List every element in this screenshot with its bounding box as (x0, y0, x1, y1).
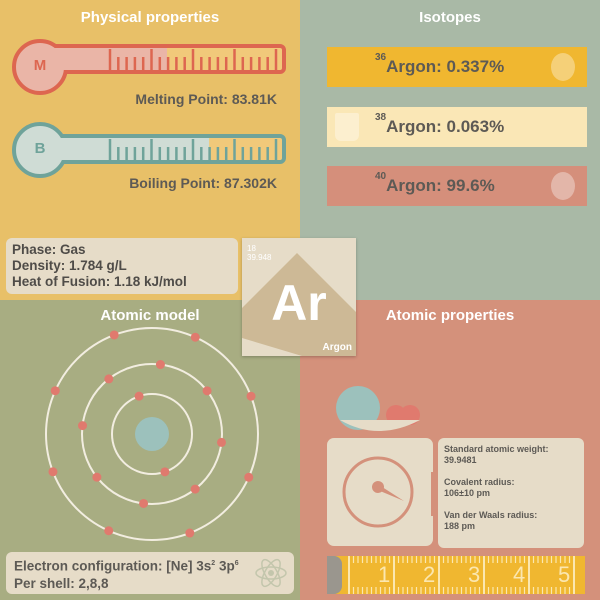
electron (104, 526, 114, 536)
tape-measure: 1 2 3 4 5 (327, 556, 585, 594)
element-symbol: Ar (271, 275, 327, 331)
electron (48, 467, 58, 477)
vdw-label: Van der Waals radius: (444, 510, 538, 520)
isotope-40: 40Argon: 99.6% (327, 166, 587, 206)
isotope-38: 38Argon: 0.063% (327, 107, 587, 147)
atomic-number: 18 (247, 244, 256, 253)
melting-letter: M (33, 57, 47, 74)
boiling-thermometer (12, 122, 286, 178)
density: Density: 1.784 g/L (12, 258, 127, 273)
electron-config-card: Electron configuration: [Ne] 3s2 3p6 Per… (6, 552, 294, 594)
electron (190, 332, 200, 342)
weight-value: 39.9481 (444, 455, 477, 465)
atom-diagram (45, 327, 259, 541)
covalent-label: Covalent radius: (444, 477, 515, 487)
physical-info-card: Phase: Gas Density: 1.784 g/L Heat of Fu… (6, 238, 238, 294)
per-shell: Per shell: 2,8,8 (14, 575, 109, 591)
electron (109, 330, 119, 340)
isotopes-title: Isotopes (419, 9, 481, 26)
ruler-number: 1 (378, 562, 391, 587)
atomic-properties-card: Standard atomic weight: 39.9481 Covalent… (438, 438, 584, 548)
element-tile: 18 39.948 Ar Argon (242, 238, 356, 356)
electron (139, 498, 149, 508)
thermometers (12, 39, 286, 178)
boiling-letter: B (34, 140, 46, 157)
electron (50, 386, 60, 396)
element-name: Argon (322, 342, 352, 353)
ruler-number: 2 (423, 562, 436, 587)
isotope-36: 36Argon: 0.337% (327, 47, 587, 87)
electron (190, 484, 200, 494)
erlenmeyer-flask-icon (335, 113, 359, 141)
nucleus (135, 417, 169, 451)
physical-properties-title: Physical properties (80, 9, 220, 26)
atomic-properties-title: Atomic properties (385, 307, 515, 324)
atom-icon (255, 558, 287, 588)
electron (202, 386, 212, 396)
heat-of-fusion: Heat of Fusion: 1.18 kJ/mol (12, 274, 187, 289)
weight-label: Standard atomic weight: (444, 444, 549, 454)
covalent-value: 106±10 pm (444, 488, 490, 498)
atomic-model-title: Atomic model (100, 307, 200, 324)
ruler-number: 4 (513, 562, 526, 587)
ruler-number: 3 (468, 562, 481, 587)
electron (104, 374, 114, 384)
electron (246, 391, 256, 401)
phase: Phase: Gas (12, 242, 86, 257)
electron (216, 437, 226, 447)
melting-point-label: Melting Point: 83.81K (135, 91, 277, 107)
melting-thermometer (12, 39, 286, 95)
electron (78, 421, 88, 431)
electron (160, 467, 170, 477)
electron (155, 360, 165, 370)
electron (244, 472, 254, 482)
mortar-pestle-icon (551, 53, 575, 81)
electron (92, 472, 102, 482)
vdw-value: 188 pm (444, 521, 476, 531)
orbit (111, 393, 193, 475)
orbit (81, 363, 223, 505)
scale-illustration (327, 386, 437, 546)
orbit (45, 327, 259, 541)
electron (134, 391, 144, 401)
ruler-number: 5 (558, 562, 571, 587)
atomic-weight: 39.948 (247, 253, 272, 262)
boiling-point-label: Boiling Point: 87.302K (129, 175, 277, 191)
electron (185, 528, 195, 538)
round-flask-icon (551, 172, 575, 200)
electron-configuration: Electron configuration: [Ne] 3s2 3p6 (14, 558, 239, 574)
